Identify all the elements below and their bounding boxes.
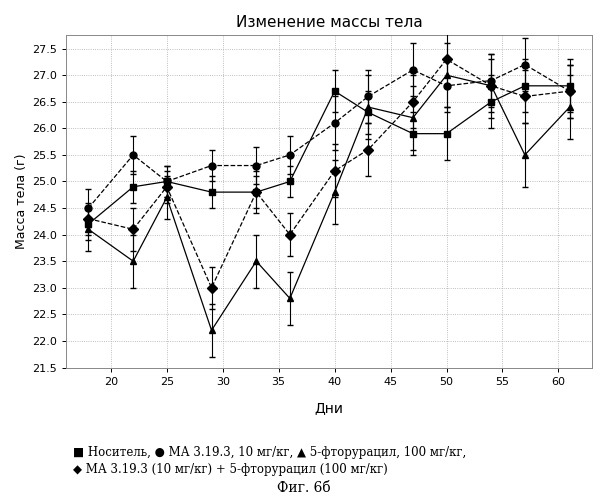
Text: ◆ МА 3.19.3 (10 мг/кг) + 5-фторурацил (100 мг/кг): ◆ МА 3.19.3 (10 мг/кг) + 5-фторурацил (1… <box>73 464 388 476</box>
Y-axis label: Масса тела (г): Масса тела (г) <box>15 154 28 249</box>
Title: Изменение массы тела: Изменение массы тела <box>236 15 422 30</box>
X-axis label: Дни: Дни <box>314 400 344 414</box>
Text: Фиг. 6б: Фиг. 6б <box>277 482 330 496</box>
Text: ■ Носитель, ● МА 3.19.3, 10 мг/кг, ▲ 5-фторурацил, 100 мг/кг,: ■ Носитель, ● МА 3.19.3, 10 мг/кг, ▲ 5-ф… <box>73 446 466 459</box>
